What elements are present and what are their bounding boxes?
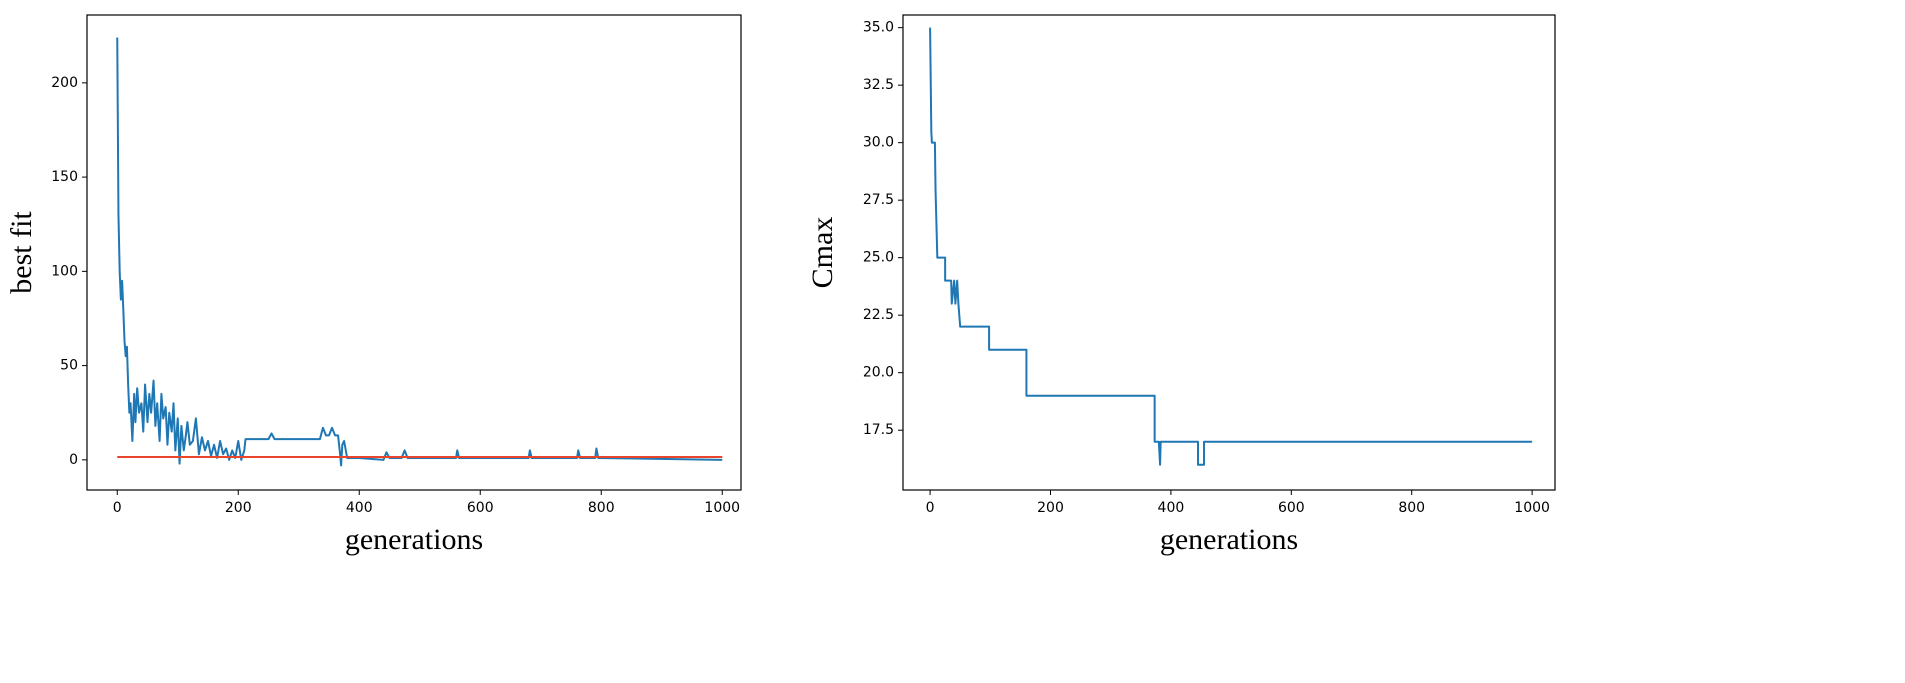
x-tick-label: 0 bbox=[113, 500, 122, 516]
series-line bbox=[929, 27, 1533, 466]
y-tick-label: 150 bbox=[51, 169, 78, 185]
plot-frame bbox=[902, 14, 1556, 491]
y-tick-label: 25.0 bbox=[863, 250, 894, 266]
x-tick-label: 400 bbox=[346, 500, 373, 516]
x-axis-label: generations bbox=[345, 523, 483, 556]
y-tick-label: 32.5 bbox=[863, 77, 894, 93]
y-tick-label: 22.5 bbox=[863, 307, 894, 323]
y-axis-label: Cmax bbox=[806, 217, 839, 289]
y-tick-label: 100 bbox=[51, 263, 78, 279]
y-tick-label: 200 bbox=[51, 75, 78, 91]
series-line bbox=[116, 37, 723, 467]
x-tick-label: 1000 bbox=[1514, 500, 1550, 516]
x-tick-label: 800 bbox=[1398, 500, 1425, 516]
x-axis-label: generations bbox=[1160, 523, 1298, 556]
x-tick-label: 600 bbox=[467, 500, 494, 516]
x-tick-label: 600 bbox=[1278, 500, 1305, 516]
x-tick-label: 200 bbox=[1037, 500, 1064, 516]
y-tick-label: 30.0 bbox=[863, 135, 894, 151]
x-tick-label: 800 bbox=[588, 500, 615, 516]
y-tick-label: 17.5 bbox=[863, 422, 894, 438]
x-tick-label: 0 bbox=[926, 500, 935, 516]
x-tick-label: 200 bbox=[225, 500, 252, 516]
x-tick-label: 400 bbox=[1158, 500, 1185, 516]
y-tick-label: 20.0 bbox=[863, 365, 894, 381]
y-tick-label: 27.5 bbox=[863, 192, 894, 208]
plot-frame bbox=[86, 14, 742, 491]
y-tick-label: 0 bbox=[69, 452, 78, 468]
x-tick-label: 1000 bbox=[704, 500, 740, 516]
y-tick-label: 35.0 bbox=[863, 20, 894, 36]
y-tick-label: 50 bbox=[60, 358, 78, 374]
y-axis-label: best fit bbox=[5, 211, 38, 294]
